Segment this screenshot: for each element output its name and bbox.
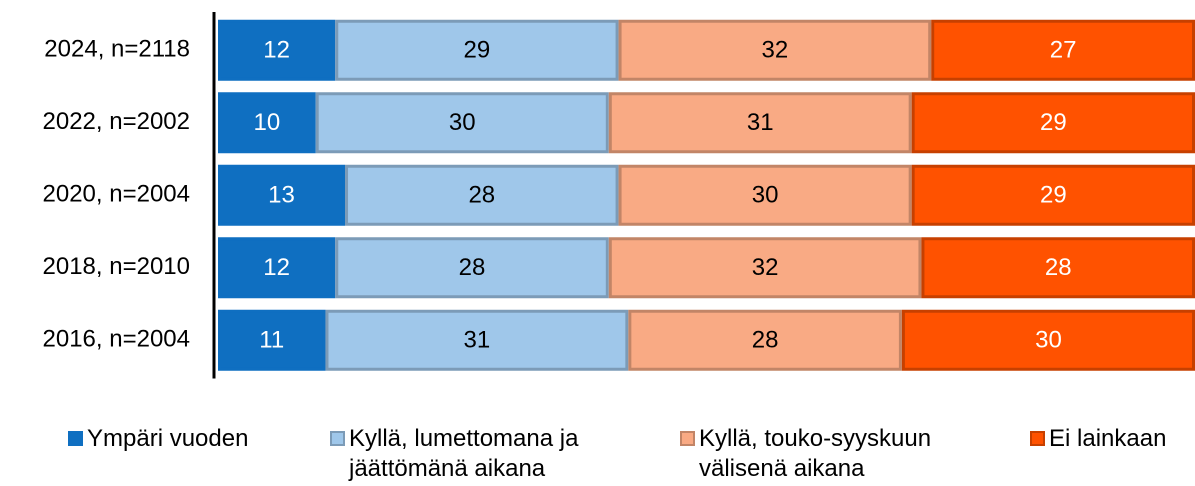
bar-segment (618, 164, 912, 226)
legend-swatch (330, 431, 345, 446)
data-label: 28 (459, 254, 486, 281)
bar-segment (218, 309, 326, 371)
data-label: 28 (752, 327, 779, 354)
data-label: 28 (468, 182, 495, 209)
bar-segment (315, 92, 609, 154)
bar-segment (901, 309, 1195, 371)
category-label: 2024, n=2118 (44, 36, 190, 63)
data-label: 29 (1040, 109, 1067, 136)
legend-label: Kyllä, lumettomana ja jäättömänä aikana (349, 425, 579, 482)
bar-segment (325, 309, 629, 371)
data-label: 12 (263, 254, 290, 281)
plot: 2024, n=2118 12 29 32 27 2022, n=2002 10 30 31 29… (43, 12, 1195, 379)
bar-segment (921, 237, 1195, 299)
bar-segment (911, 164, 1195, 226)
category-label: 2018, n=2010 (43, 253, 190, 280)
legend-item: Ympäri vuoden (68, 424, 387, 454)
data-label: 11 (259, 327, 284, 354)
legend-swatch (1030, 431, 1045, 446)
bar-segment (218, 164, 346, 226)
category-label: 2022, n=2002 (43, 108, 190, 135)
bar-segment (628, 309, 902, 371)
data-label: 10 (253, 109, 280, 136)
bar-segment (911, 92, 1195, 154)
data-label: 32 (762, 37, 789, 64)
data-label: 31 (464, 327, 491, 354)
data-label: 12 (263, 37, 290, 64)
bar-segment (218, 92, 316, 154)
legend-label: Kyllä, touko-syyskuun välisenä aikana (699, 425, 932, 482)
bar-segment (335, 237, 609, 299)
data-label: 30 (752, 182, 779, 209)
legend-item: Kyllä, touko-syyskuun välisenä aikana (680, 424, 999, 484)
bar-segment (218, 19, 336, 81)
bar-segment (335, 19, 619, 81)
bar-segment (218, 237, 336, 299)
data-label: 29 (464, 37, 491, 64)
data-label: 29 (1040, 182, 1067, 209)
data-label: 31 (747, 109, 774, 136)
legend-item: Ei lainkaan (1030, 424, 1195, 454)
legend-item: Kyllä, lumettomana ja jäättömänä aikana (330, 424, 649, 484)
category-label: 2020, n=2004 (43, 181, 190, 208)
legend-swatch (68, 431, 83, 446)
bar-segment (931, 19, 1195, 81)
bar-segment (608, 92, 912, 154)
legend-label: Ympäri vuoden (87, 425, 249, 452)
bar-segment (345, 164, 619, 226)
bar-segment (618, 19, 932, 81)
category-label: 2016, n=2004 (43, 326, 190, 353)
legend-label: Ei lainkaan (1049, 425, 1167, 452)
legend-swatch (680, 431, 695, 446)
data-label: 32 (752, 254, 779, 281)
data-label: 28 (1045, 254, 1072, 281)
data-label: 27 (1050, 37, 1077, 64)
bar-segment (608, 237, 922, 299)
data-label: 30 (449, 109, 476, 136)
data-label: 13 (268, 182, 295, 209)
data-label: 30 (1035, 327, 1062, 354)
